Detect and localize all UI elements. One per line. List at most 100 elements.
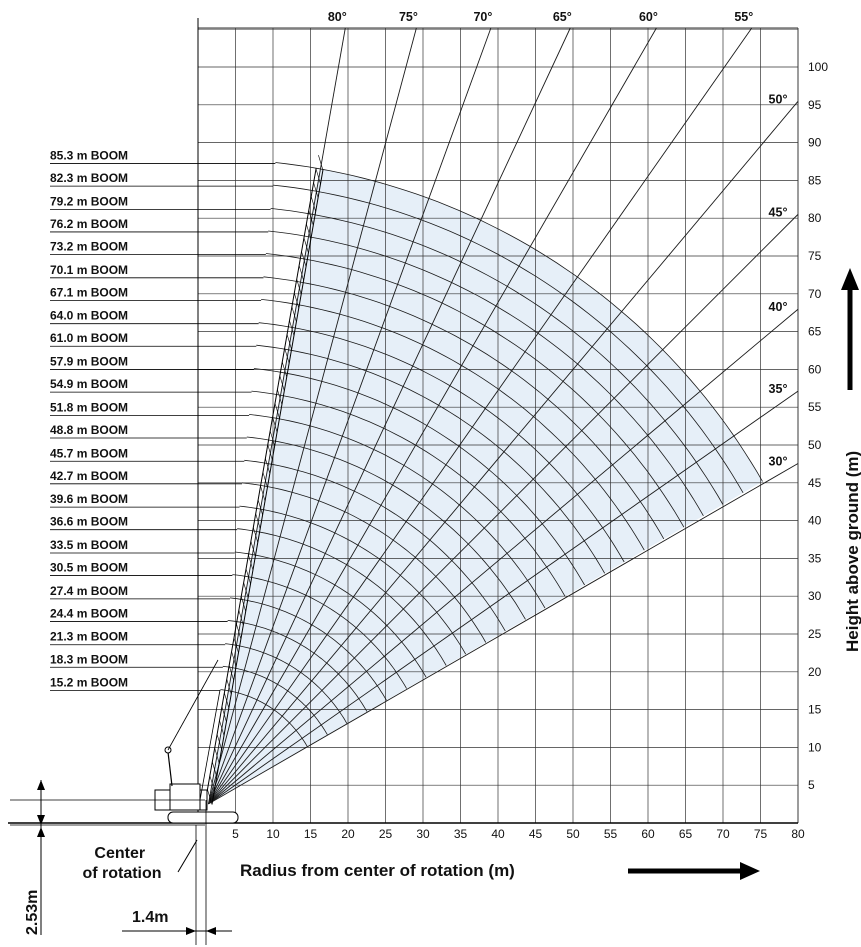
angle-label: 40° [769, 300, 788, 314]
x-tick-labels: 5 10 15 20 25 30 35 40 45 50 55 60 65 70 75 80 [232, 827, 805, 841]
boom-length-label: 24.4 m BOOM [50, 606, 128, 620]
x-tick-label: 35 [454, 827, 468, 841]
boom-lacing [277, 389, 283, 405]
y-tick-label: 30 [808, 589, 822, 603]
boom-arc [258, 322, 625, 563]
boom-arc [265, 253, 685, 528]
boom-lacing [231, 651, 237, 667]
y-tick-label: 85 [808, 173, 822, 187]
x-tick-label: 10 [266, 827, 280, 841]
angle-label: 35° [769, 382, 788, 396]
center-of-rotation-leader [177, 839, 198, 873]
y-tick-label: 90 [808, 136, 822, 150]
x-tick-label: 15 [304, 827, 318, 841]
y-tick-label: 20 [808, 665, 822, 679]
boom-length-labels: 85.3 m BOOM 82.3 m BOOM 79.2 m BOOM 76.2 m … [50, 149, 276, 691]
boom-arc [253, 368, 585, 586]
boom-arc [270, 208, 724, 505]
angle-labels: 80° 75° 70° 65° 60° 55° 50° 45° 40° 35° 30° [328, 10, 788, 469]
boom-arc [263, 276, 665, 540]
boom-arc [234, 551, 427, 678]
boom-lacing [294, 292, 300, 309]
boom-lacing [228, 665, 234, 681]
boom-length-label: 61.0 m BOOM [50, 331, 128, 345]
boom-lacing [207, 789, 213, 805]
boom-lacing [253, 527, 259, 543]
y-tick-label: 15 [808, 703, 822, 717]
boom-lacing [224, 692, 230, 709]
boom-arc [272, 184, 744, 494]
boom-arc [256, 344, 606, 574]
boom-lacing [243, 582, 249, 598]
y-tick-label: 5 [808, 778, 815, 792]
x-tick-label: 20 [341, 827, 355, 841]
boom-arc [239, 505, 467, 655]
boom-lacing [260, 486, 266, 502]
y-tick-label: 40 [808, 514, 822, 528]
y-axis-title: Height above ground (m) [843, 451, 861, 652]
boom-lacing [291, 306, 297, 322]
x-tick-label: 65 [679, 827, 693, 841]
boom-arc [244, 459, 506, 632]
y-tick-labels: 5 10 15 20 25 30 35 40 45 50 55 60 65 70 75 80 85 90 95 100 [808, 60, 828, 792]
boom-lacing [233, 637, 239, 653]
boom-length-label: 67.1 m BOOM [50, 285, 128, 299]
y-tick-label: 70 [808, 287, 822, 301]
boom-arc [241, 482, 487, 643]
grid [8, 18, 799, 824]
boom-lacing [240, 596, 247, 612]
x-tick-label: 70 [716, 827, 730, 841]
boom-lacing [267, 444, 273, 460]
cab [169, 783, 201, 811]
boom-lacing [236, 623, 242, 640]
x-axis-title: Radius from center of rotation (m) [240, 861, 515, 880]
boom-lacing [274, 403, 280, 419]
boom-lacing [269, 430, 275, 447]
angle-ray [208, 390, 799, 805]
boom-length-label: 79.2 m BOOM [50, 194, 128, 208]
y-tick-label: 80 [808, 211, 822, 225]
boom-lacing [308, 210, 314, 226]
y-tick-label: 55 [808, 400, 822, 414]
x-tick-label: 25 [379, 827, 393, 841]
boom-lacing [255, 513, 261, 529]
boom-lacing [219, 720, 225, 736]
y-axis-arrow [841, 268, 859, 390]
boom-length-label: 85.3 m BOOM [50, 149, 128, 163]
y-tick-label: 45 [808, 476, 822, 490]
angle-label: 70° [473, 10, 492, 24]
boom-lacing [284, 348, 290, 364]
angle-ray [208, 27, 492, 805]
boom-length-label: 27.4 m BOOM [50, 584, 128, 598]
boom-lacing [301, 251, 307, 267]
boom-lacing [250, 541, 256, 557]
boom-lacing [303, 237, 309, 253]
boom-length-label: 36.6 m BOOM [50, 515, 128, 529]
boom-lacing [289, 320, 295, 336]
x-tick-label: 30 [416, 827, 430, 841]
crane-boom-drawing [204, 155, 324, 805]
boom-arc [249, 414, 546, 609]
boom-length-label: 21.3 m BOOM [50, 630, 128, 644]
crawler-track [167, 811, 239, 824]
angle-label: 60° [639, 10, 658, 24]
boom-lacing [221, 706, 227, 722]
boom-length-label: 51.8 m BOOM [50, 400, 128, 414]
boom-lacing [212, 761, 218, 777]
boom-lacing [216, 734, 222, 750]
angle-ray [208, 214, 799, 805]
boom-lacing [318, 155, 324, 171]
boom-length-label: 39.6 m BOOM [50, 492, 128, 506]
boom-lacing [238, 610, 244, 626]
boom-lacing [310, 196, 316, 212]
x-tick-label: 45 [529, 827, 543, 841]
boom-lacing [209, 775, 215, 791]
boom-lacing [257, 499, 263, 515]
boom-length-label: 73.2 m BOOM [50, 240, 128, 254]
y-tick-label: 95 [808, 98, 822, 112]
angle-ray [208, 27, 417, 804]
x-tick-label: 40 [491, 827, 505, 841]
x-tick-label: 5 [232, 827, 239, 841]
x-axis-arrow [628, 862, 760, 880]
